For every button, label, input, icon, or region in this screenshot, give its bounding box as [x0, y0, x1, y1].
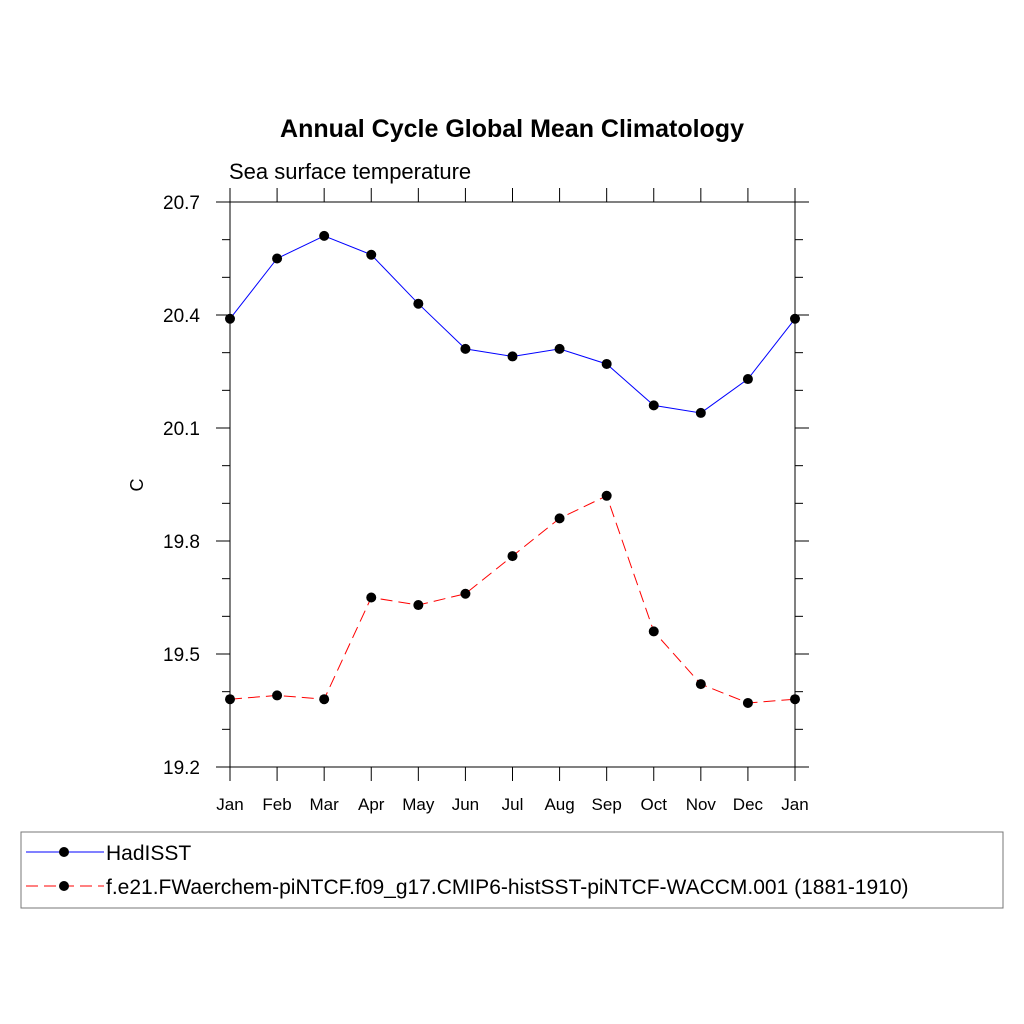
y-tick-label: 19.2 [163, 758, 200, 779]
series-1 [225, 230, 800, 418]
x-tick-label: Mar [310, 795, 340, 814]
data-point [319, 694, 330, 705]
x-tick-label: Sep [592, 795, 622, 814]
y-tick-label: 19.8 [163, 532, 200, 553]
x-tick-label: Aug [544, 795, 574, 814]
legend-item: HadISST [26, 842, 191, 865]
data-point [742, 697, 753, 708]
x-tick-label: Apr [358, 795, 385, 814]
x-tick-label: Feb [262, 795, 291, 814]
legend: HadISST f.e21.FWaerchem-piNTCF.f09_g17.CM… [20, 831, 1004, 909]
series-layer [225, 230, 800, 708]
x-tick-label: Nov [686, 795, 717, 814]
data-point [225, 694, 235, 705]
data-point [742, 374, 753, 385]
y-tick-label: 19.5 [163, 645, 200, 666]
y-tick-label: 20.4 [163, 306, 200, 327]
chart-subtitle: Sea surface temperature [229, 159, 471, 184]
legend-box [20, 831, 1004, 909]
data-point [648, 400, 659, 411]
x-tick-label: May [402, 795, 435, 814]
data-point [507, 551, 518, 562]
series-2 [225, 490, 800, 708]
data-point [460, 588, 471, 599]
x-tick-label: Jun [452, 795, 479, 814]
data-point [272, 690, 283, 701]
axes: 20.7 20.4 20.1 19.8 19.5 19.2 Jan Feb Mar Apr May J… [163, 188, 809, 814]
data-point [366, 592, 377, 603]
x-tick-label: Jul [502, 795, 524, 814]
series-line [229, 495, 796, 704]
data-point [790, 694, 800, 705]
legend-label: HadISST [106, 842, 191, 865]
data-point [695, 679, 706, 690]
series-line [229, 235, 796, 414]
x-tick-label: Jan [216, 795, 243, 814]
plot-frame [229, 201, 796, 768]
x-tick-label: Dec [733, 795, 764, 814]
legend-marker [59, 881, 69, 891]
y-tick-label: 20.1 [163, 419, 200, 440]
data-point [272, 253, 283, 264]
legend-marker [59, 847, 69, 857]
data-point [554, 343, 565, 354]
chart-title: Annual Cycle Global Mean Climatology [280, 115, 744, 143]
data-point [225, 313, 235, 324]
y-axis-label: C [127, 479, 147, 492]
data-point [507, 351, 518, 362]
y-tick-label: 20.7 [163, 193, 200, 214]
x-tick-label: Jan [781, 795, 808, 814]
data-point [601, 490, 612, 501]
x-tick-label: Oct [641, 795, 668, 814]
data-point [601, 358, 612, 369]
legend-item: f.e21.FWaerchem-piNTCF.f09_g17.CMIP6-his… [26, 876, 909, 899]
data-point [319, 230, 330, 241]
data-point [366, 249, 377, 260]
data-point [460, 343, 471, 354]
data-point [648, 626, 659, 637]
data-point [554, 513, 565, 524]
data-point [413, 600, 424, 611]
data-point [790, 313, 800, 324]
data-point [695, 407, 706, 418]
legend-label: f.e21.FWaerchem-piNTCF.f09_g17.CMIP6-his… [106, 876, 909, 899]
data-point [413, 298, 424, 309]
